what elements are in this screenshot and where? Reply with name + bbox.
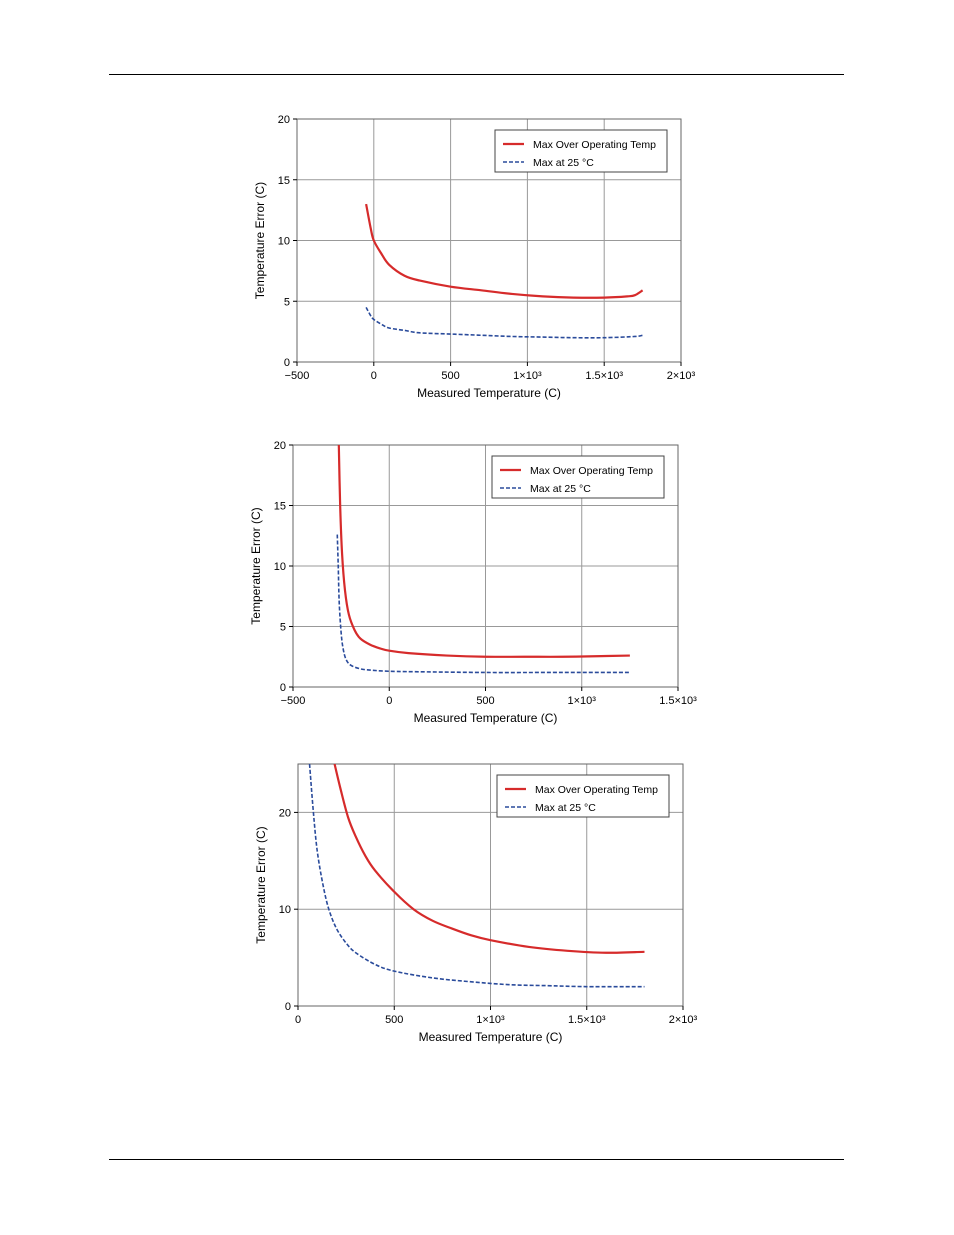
legend-box <box>496 774 670 818</box>
plot-area <box>308 764 645 988</box>
y-tick-label: 20 <box>278 114 290 126</box>
x-tick-label: 1.5×10³ <box>568 1014 606 1026</box>
x-tick-label: 500 <box>441 370 459 382</box>
plot-area <box>336 445 630 674</box>
y-tick-label: 0 <box>285 1001 291 1013</box>
x-tick-label: 500 <box>385 1014 403 1026</box>
series-line-max-operating <box>333 764 645 954</box>
x-tick-label: −500 <box>285 370 310 382</box>
x-tick-label: 500 <box>476 695 494 707</box>
x-tick-label: −500 <box>281 695 306 707</box>
y-tick-label: 0 <box>280 682 286 694</box>
legend-label: Max Over Operating Temp <box>533 139 656 151</box>
x-axis-label: Measured Temperature (C) <box>414 711 558 725</box>
legend-label: Max at 25 °C <box>533 157 594 169</box>
legend-box <box>491 455 665 499</box>
x-tick-label: 1×10³ <box>513 370 542 382</box>
x-tick-label: 0 <box>295 1014 301 1026</box>
legend-label: Max at 25 °C <box>530 483 591 495</box>
y-axis-label: Temperature Error (C) <box>253 182 267 299</box>
x-tick-label: 1×10³ <box>476 1014 505 1026</box>
legend: Max Over Operating Temp Max at 25 °C <box>494 129 668 173</box>
y-tick-label: 20 <box>274 440 286 452</box>
series-line-max-25c <box>308 764 645 988</box>
x-axis-label: Measured Temperature (C) <box>419 1030 563 1044</box>
series-line-max-25c <box>336 534 630 674</box>
x-tick-label: 0 <box>371 370 377 382</box>
y-tick-label: 15 <box>274 501 286 513</box>
y-tick-label: 10 <box>274 561 286 573</box>
header-rule <box>109 74 844 75</box>
series-line-max-operating <box>365 203 644 299</box>
y-tick-label: 10 <box>279 904 291 916</box>
x-tick-label: 0 <box>386 695 392 707</box>
x-tick-label: 1.5×10³ <box>659 695 697 707</box>
chart-3: 0 500 1×10³ 1.5×10³ 2×10³ 0 10 20 Measured Tempe… <box>254 763 698 1044</box>
y-axis-label: Temperature Error (C) <box>254 826 268 943</box>
y-axis-label: Temperature Error (C) <box>249 507 263 624</box>
footer-rule <box>109 1159 844 1160</box>
x-tick-label: 1×10³ <box>568 695 597 707</box>
y-tick-label: 5 <box>284 296 290 308</box>
y-tick-label: 5 <box>280 622 286 634</box>
x-axis-label: Measured Temperature (C) <box>417 386 561 400</box>
plot-area <box>365 203 644 339</box>
y-tick-label: 15 <box>278 175 290 187</box>
legend: Max Over Operating Temp Max at 25 °C <box>491 455 665 499</box>
series-line-max-25c <box>365 306 643 339</box>
legend-label: Max Over Operating Temp <box>535 784 658 796</box>
legend-label: Max Over Operating Temp <box>530 465 653 477</box>
x-tick-label: 2×10³ <box>669 1014 698 1026</box>
x-tick-label: 1.5×10³ <box>585 370 623 382</box>
series-line-max-operating <box>337 445 630 658</box>
y-tick-label: 0 <box>284 357 290 369</box>
legend: Max Over Operating Temp Max at 25 °C <box>496 774 670 818</box>
legend-box <box>494 129 668 173</box>
legend-label: Max at 25 °C <box>535 802 596 814</box>
x-tick-label: 2×10³ <box>667 370 696 382</box>
y-tick-label: 20 <box>279 807 291 819</box>
chart-1: −500 0 500 1×10³ 1.5×10³ 2×10³05101520Measure… <box>253 114 696 400</box>
y-tick-label: 10 <box>278 236 290 248</box>
